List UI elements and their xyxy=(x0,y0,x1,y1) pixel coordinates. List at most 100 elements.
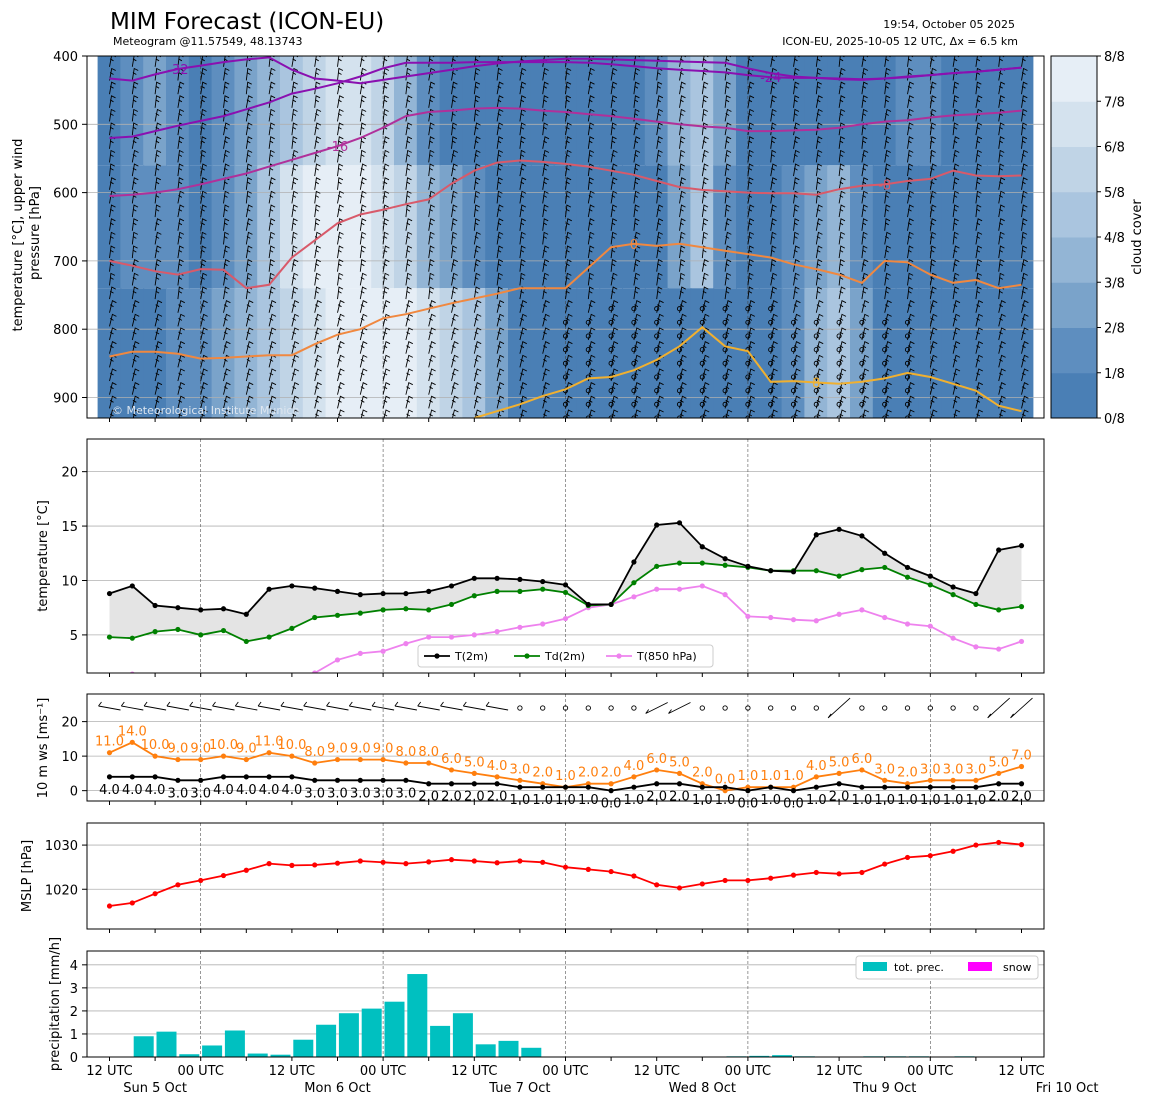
time-tick-label: 12 UTC xyxy=(998,1064,1044,1079)
wind-barb xyxy=(565,218,573,231)
wind-barb xyxy=(131,231,139,245)
wind-barb xyxy=(131,327,140,341)
calm-circle xyxy=(699,705,705,711)
legend-swatch xyxy=(863,962,887,971)
cloud-cell xyxy=(439,165,464,289)
cloud-cell xyxy=(850,165,874,289)
precip-ring xyxy=(790,401,797,407)
cloud-cell xyxy=(804,56,829,166)
wind-barb xyxy=(587,136,595,149)
surface-wind-barb xyxy=(440,701,463,711)
wind-barb xyxy=(542,218,549,231)
wind-barb xyxy=(245,122,253,136)
wind-barb xyxy=(747,81,755,95)
wind-barb xyxy=(451,409,459,418)
cloud-cell xyxy=(143,165,167,289)
surface-wind-barb xyxy=(143,701,167,711)
wind-barb xyxy=(405,81,412,95)
t850-line-point xyxy=(357,650,363,657)
wind-barb xyxy=(337,259,344,272)
time-tick-label: 00 UTC xyxy=(907,1064,953,1079)
wind-barb xyxy=(656,231,663,245)
wind-barb xyxy=(245,245,253,259)
wind-barb xyxy=(337,368,345,382)
wind-barb xyxy=(998,368,1006,382)
wind-barb xyxy=(200,395,208,409)
precip-ring xyxy=(699,401,705,407)
wind-barb xyxy=(245,313,254,327)
t850-line-point xyxy=(334,657,341,663)
wind-barb xyxy=(542,136,550,149)
cloud-cell xyxy=(781,165,806,289)
td2m-line-point xyxy=(403,606,409,612)
y-tick-label: 10 xyxy=(61,574,78,589)
mean-wind-value-label: 3.0 xyxy=(373,786,394,801)
precip-bar xyxy=(475,1044,496,1057)
wind-barb xyxy=(1021,327,1029,341)
mslp-line-point xyxy=(129,900,135,906)
wind-barb xyxy=(587,395,596,409)
upper-air-panel: -32-24-16-808 © Meteorological Institute… xyxy=(11,50,1145,427)
t2m-line-point xyxy=(289,583,295,589)
td2m-line-point xyxy=(517,588,523,594)
wind-barb xyxy=(747,300,756,313)
wind-barb xyxy=(952,259,960,272)
wind-barb xyxy=(838,95,846,108)
precip-ring xyxy=(722,388,728,394)
wind-barb xyxy=(359,245,367,259)
mean-wind-line-point xyxy=(289,774,295,780)
wind-barb xyxy=(952,382,961,395)
wind-barb xyxy=(131,382,140,395)
calm-circle xyxy=(722,705,728,711)
wind-barb xyxy=(382,177,390,190)
precip-ring xyxy=(722,306,728,312)
wind-barb xyxy=(633,313,642,327)
wind-barb xyxy=(519,204,527,218)
t850-line-point xyxy=(996,646,1002,652)
wind-barb xyxy=(838,190,846,204)
wind-barb xyxy=(907,327,915,341)
wind-barb xyxy=(679,149,686,163)
t2m-line-point xyxy=(562,582,569,588)
cloud-cell xyxy=(302,56,327,166)
precip-ring xyxy=(699,388,705,394)
t850-line-point xyxy=(722,592,728,598)
mean-wind-value-label: 3.0 xyxy=(396,786,417,801)
wind-barb xyxy=(542,177,549,190)
precip-bar xyxy=(133,1036,154,1057)
mslp-line-point xyxy=(608,868,614,875)
wind-barb xyxy=(314,67,321,81)
wind-barb xyxy=(405,231,413,245)
gust-line-point xyxy=(927,777,933,783)
wind-barb xyxy=(975,327,984,341)
wind-barb xyxy=(428,395,436,409)
precip-ring xyxy=(745,333,751,339)
cloud-cell xyxy=(325,165,350,289)
precip-ring xyxy=(699,319,705,325)
wind-barb xyxy=(929,272,937,286)
wind-barb xyxy=(815,259,823,272)
t2m-line-point xyxy=(882,550,888,556)
t2m-line-point xyxy=(859,533,865,539)
precip-ring xyxy=(562,319,569,325)
gust-value-label: 8.0 xyxy=(304,745,325,760)
precip-ring xyxy=(836,401,842,407)
t2m-line-point xyxy=(950,584,956,590)
wind-barb xyxy=(428,327,436,341)
wind-barb xyxy=(359,95,367,108)
cloud-cell xyxy=(576,165,601,289)
wind-barb xyxy=(724,81,731,95)
wind-barb xyxy=(223,382,231,395)
t850-line-point xyxy=(1018,638,1025,645)
cloud-cell xyxy=(872,56,897,166)
wind-barb xyxy=(268,204,276,218)
wind-barb xyxy=(815,368,824,382)
wind-barb xyxy=(815,204,823,218)
wind-barb xyxy=(154,286,162,300)
isotherm-line xyxy=(474,325,1022,418)
mslp-line-point xyxy=(266,861,272,867)
wind-barb xyxy=(496,218,504,231)
precip-ring xyxy=(676,347,683,353)
wind-barb xyxy=(451,163,458,177)
